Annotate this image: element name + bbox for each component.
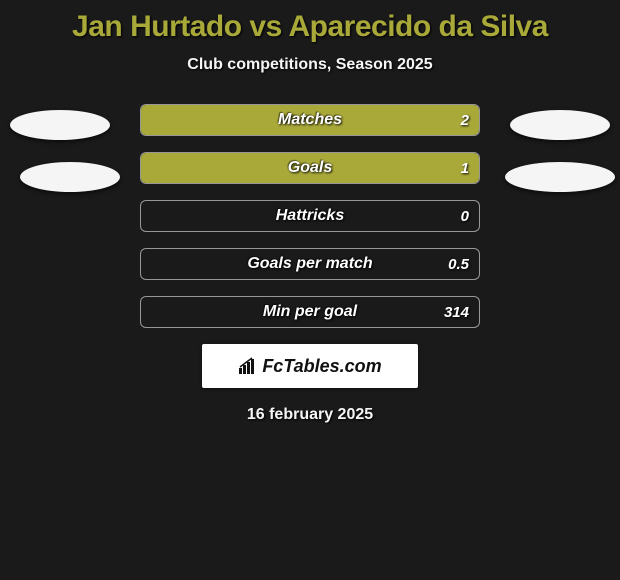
- stat-bar: Hattricks0: [140, 200, 480, 232]
- date-line: 16 february 2025: [0, 406, 620, 424]
- stat-bar-label: Goals per match: [141, 249, 479, 279]
- team-right-logo-placeholder: [505, 162, 615, 192]
- page-title: Jan Hurtado vs Aparecido da Silva: [0, 0, 620, 44]
- stat-bar-value: 0.5: [448, 249, 469, 279]
- stat-bar: Min per goal314: [140, 296, 480, 328]
- stat-bar: Goals1: [140, 152, 480, 184]
- source-logo: FcTables.com: [238, 356, 381, 377]
- player-right-avatar-placeholder: [510, 110, 610, 140]
- stat-bar-value: 1: [461, 153, 469, 183]
- source-logo-box[interactable]: FcTables.com: [202, 344, 418, 388]
- main-area: Matches2Goals1Hattricks0Goals per match0…: [0, 104, 620, 424]
- stat-bar: Goals per match0.5: [140, 248, 480, 280]
- stat-bar-label: Matches: [141, 105, 479, 135]
- stat-bar-label: Hattricks: [141, 201, 479, 231]
- player-left-avatar-placeholder: [10, 110, 110, 140]
- stat-bar-label: Min per goal: [141, 297, 479, 327]
- stat-bar-value: 0: [461, 201, 469, 231]
- subtitle: Club competitions, Season 2025: [0, 56, 620, 74]
- source-logo-text: FcTables.com: [262, 356, 381, 377]
- stat-bar-label: Goals: [141, 153, 479, 183]
- stats-card: Jan Hurtado vs Aparecido da Silva Club c…: [0, 0, 620, 580]
- stat-bar-value: 314: [444, 297, 469, 327]
- stat-bars: Matches2Goals1Hattricks0Goals per match0…: [140, 104, 480, 328]
- stat-bar-value: 2: [461, 105, 469, 135]
- team-left-logo-placeholder: [20, 162, 120, 192]
- bar-chart-icon: [238, 357, 258, 375]
- stat-bar: Matches2: [140, 104, 480, 136]
